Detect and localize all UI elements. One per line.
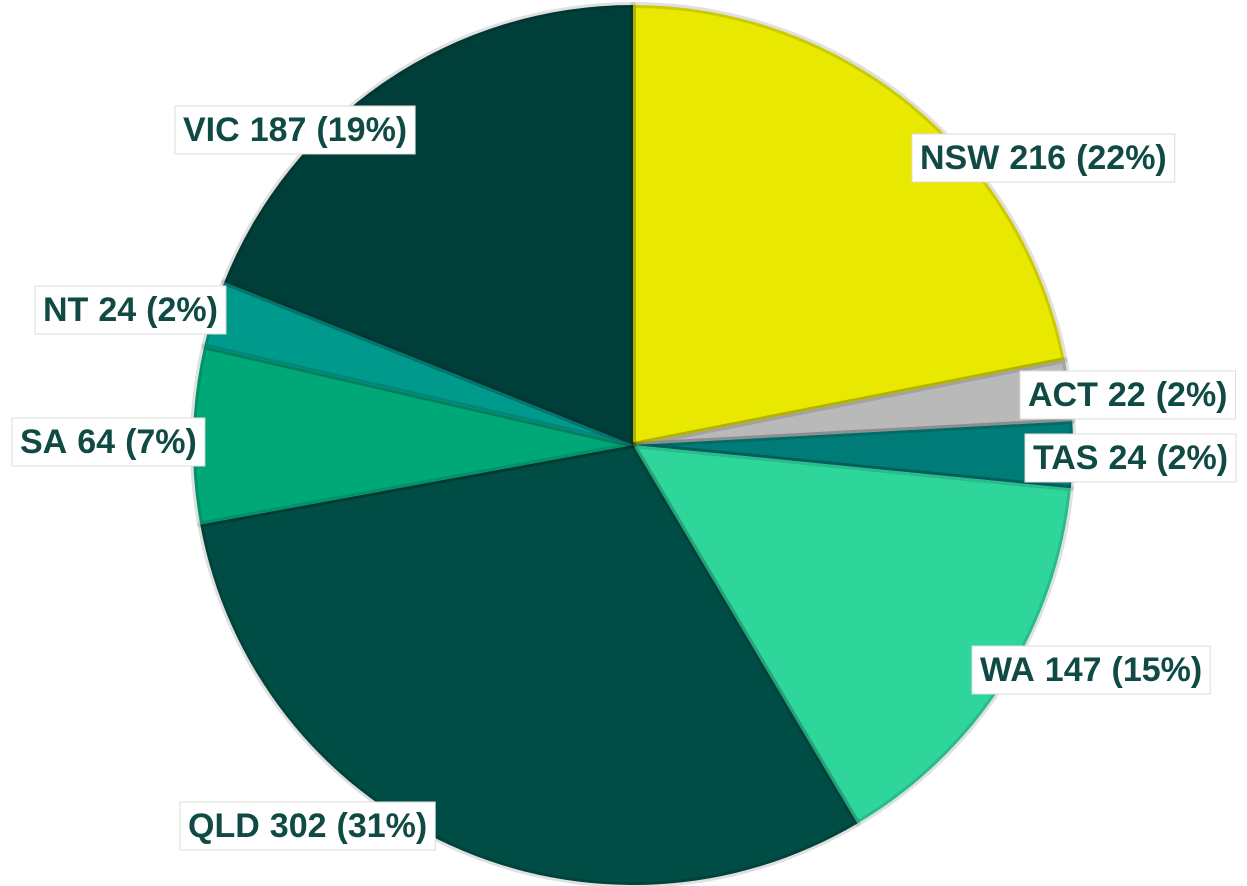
label-category: SA	[20, 423, 67, 461]
data-label: WA 147 (15%)	[971, 645, 1211, 695]
label-box	[34, 285, 227, 335]
label-percent: (22%)	[1076, 139, 1167, 177]
label-text: TAS 24 (2%)	[1033, 439, 1228, 477]
pie-slice	[630, 2, 1068, 448]
label-percent: (19%)	[316, 111, 407, 149]
data-label: NT 24 (2%)	[34, 285, 227, 335]
label-text: NSW 216 (22%)	[920, 139, 1167, 177]
label-value: 64	[77, 423, 115, 461]
label-text: SA 64 (7%)	[20, 423, 197, 461]
label-box	[1019, 370, 1237, 420]
label-category: ACT	[1028, 376, 1098, 414]
label-percent: (31%)	[337, 807, 428, 845]
label-category: TAS	[1033, 439, 1098, 477]
data-label: VIC 187 (19%)	[174, 105, 416, 155]
label-box	[911, 133, 1176, 183]
data-label: TAS 24 (2%)	[1024, 433, 1237, 483]
label-value: 302	[270, 807, 327, 845]
label-category: VIC	[183, 111, 240, 149]
label-percent: (2%)	[1156, 439, 1228, 477]
pie-slice	[197, 442, 861, 886]
data-label: QLD 302 (31%)	[179, 801, 436, 851]
label-text: QLD 302 (31%)	[188, 807, 427, 845]
label-percent: (7%)	[125, 423, 197, 461]
data-label: NSW 216 (22%)	[911, 133, 1176, 183]
label-percent: (2%)	[1156, 376, 1228, 414]
label-text: WA 147 (15%)	[980, 651, 1202, 689]
label-percent: (15%)	[1112, 651, 1203, 689]
label-box	[971, 645, 1211, 695]
label-box	[11, 417, 206, 467]
label-value: 147	[1045, 651, 1102, 689]
label-text: NT 24 (2%)	[43, 291, 218, 329]
label-category: QLD	[188, 807, 260, 845]
label-percent: (2%)	[146, 291, 218, 329]
label-value: 216	[1009, 139, 1066, 177]
label-category: WA	[980, 651, 1035, 689]
label-value: 24	[98, 291, 136, 329]
data-label: SA 64 (7%)	[11, 417, 206, 467]
label-value: 187	[250, 111, 307, 149]
data-label: ACT 22 (2%)	[1019, 370, 1237, 420]
label-category: NSW	[920, 139, 1000, 177]
label-box	[1024, 433, 1237, 483]
label-box	[179, 801, 436, 851]
label-text: ACT 22 (2%)	[1028, 376, 1228, 414]
label-value: 22	[1108, 376, 1146, 414]
label-box	[174, 105, 416, 155]
label-value: 24	[1108, 439, 1146, 477]
label-text: VIC 187 (19%)	[183, 111, 407, 149]
pie-slice	[221, 2, 636, 448]
label-category: NT	[43, 291, 89, 329]
